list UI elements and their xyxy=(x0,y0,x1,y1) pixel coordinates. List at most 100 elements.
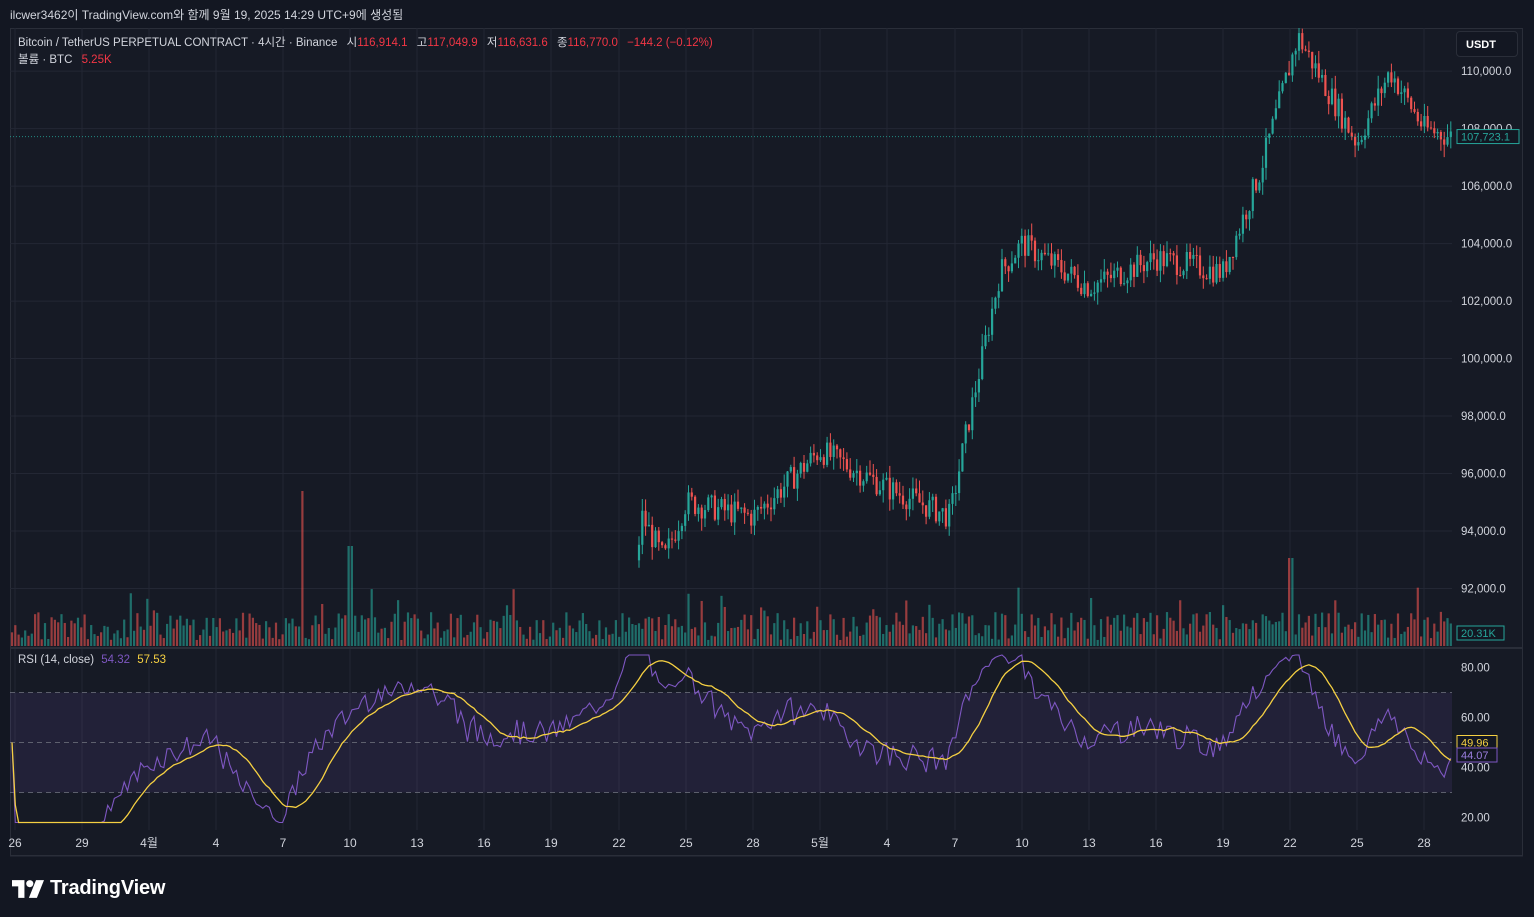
y-tick-label: 100,000.0 xyxy=(1461,354,1512,366)
volume-bar xyxy=(961,613,964,646)
candle-body xyxy=(1086,283,1089,297)
volume-bar xyxy=(304,637,307,646)
candle-body xyxy=(802,462,806,472)
volume-bar xyxy=(469,631,472,646)
candle-body xyxy=(727,504,730,511)
volume-label[interactable]: 볼륨 · BTC xyxy=(18,54,73,66)
rsi-y-tick-label: 40.00 xyxy=(1461,763,1490,775)
volume-bar xyxy=(578,620,581,646)
candle-body xyxy=(1264,137,1268,168)
candle-body xyxy=(1208,266,1211,279)
volume-bar xyxy=(410,618,413,646)
volume-bar xyxy=(631,624,634,646)
candle-body xyxy=(1010,263,1013,272)
volume-bar xyxy=(538,633,542,646)
rsi-label[interactable]: RSI (14, close) xyxy=(18,654,95,666)
volume-value: 5.25K xyxy=(81,54,112,66)
volume-bar xyxy=(189,625,192,646)
volume-bar xyxy=(964,623,967,646)
volume-bar xyxy=(1090,597,1093,646)
candle-body xyxy=(1357,142,1360,146)
volume-bar xyxy=(1403,631,1406,646)
candle-body xyxy=(981,346,984,380)
candle-body xyxy=(961,443,964,472)
currency-button[interactable]: USDT xyxy=(1456,31,1518,57)
candle-body xyxy=(1139,254,1142,266)
volume-bar xyxy=(413,614,416,646)
volume-bar xyxy=(826,630,829,646)
volume-bar xyxy=(971,615,974,646)
tradingview-logo[interactable]: TradingView xyxy=(12,877,165,900)
volume-bar xyxy=(387,638,390,646)
candle-body xyxy=(868,472,872,475)
candle-body xyxy=(1429,127,1433,129)
volume-bar xyxy=(1238,629,1241,646)
volume-bar xyxy=(1274,621,1277,646)
volume-bar xyxy=(1066,627,1070,646)
volume-bar xyxy=(819,620,822,646)
y-tick-label: 96,000.0 xyxy=(1461,469,1506,481)
volume-bar xyxy=(1162,628,1165,646)
volume-bar xyxy=(1248,629,1251,646)
candle-body xyxy=(684,514,687,526)
volume-bar xyxy=(1317,626,1320,646)
last-price-tag xyxy=(1456,129,1520,145)
volume-bar xyxy=(1255,622,1258,646)
volume-bar xyxy=(1314,613,1317,646)
x-tick-label: 10 xyxy=(343,836,357,850)
volume-bar xyxy=(608,634,611,646)
volume-bar xyxy=(20,637,23,646)
volume-bar xyxy=(948,630,951,646)
y-tick-label: 98,000.0 xyxy=(1461,411,1506,423)
volume-bar xyxy=(915,626,918,646)
volume-bar xyxy=(383,627,386,646)
candle-body xyxy=(1231,256,1235,258)
volume-bar xyxy=(680,625,683,646)
candle-body xyxy=(1274,108,1277,119)
volume-bar xyxy=(80,627,83,646)
candle-body xyxy=(892,482,895,500)
volume-bar xyxy=(816,606,819,646)
volume-bar xyxy=(1106,616,1109,646)
candle-body xyxy=(760,506,763,509)
volume-bar xyxy=(34,614,37,646)
candle-body xyxy=(1403,88,1406,93)
volume-bar xyxy=(571,628,575,646)
volume-bar xyxy=(281,634,284,646)
volume-bar xyxy=(172,628,175,646)
volume-bar xyxy=(67,636,70,646)
volume-bar xyxy=(931,617,934,646)
volume-bar xyxy=(182,625,185,646)
x-tick-label: 26 xyxy=(8,836,22,850)
volume-bar xyxy=(789,639,792,646)
candle-body xyxy=(1317,63,1320,78)
volume-bar xyxy=(598,620,601,646)
volume-bar xyxy=(40,639,43,646)
candle-body xyxy=(1037,260,1040,262)
volume-bar xyxy=(496,621,499,646)
candle-body xyxy=(1235,235,1238,258)
chart-canvas[interactable]: 26 29 4월 4 7 10 13 16 19 22 25 28 5월 4 7 10 13 16 19 22 25 28… xyxy=(0,28,1534,858)
volume-bar xyxy=(941,619,944,646)
volume-bar xyxy=(987,625,990,646)
volume-bar xyxy=(390,621,393,646)
volume-bar xyxy=(284,618,287,646)
symbol-title[interactable]: Bitcoin / TetherUS PERPETUAL CONTRACT · … xyxy=(18,37,338,49)
candle-body xyxy=(1363,135,1367,140)
volume-bar xyxy=(1070,612,1073,646)
volume-bar xyxy=(159,634,162,646)
volume-bar xyxy=(776,613,779,646)
volume-bar xyxy=(895,612,898,646)
volume-bar xyxy=(492,620,495,646)
volume-bar xyxy=(1363,630,1367,646)
x-tick-label: 22 xyxy=(1283,836,1297,850)
volume-bar xyxy=(505,605,509,646)
candle-body xyxy=(1330,88,1334,105)
volume-bar xyxy=(294,626,297,646)
volume-bar xyxy=(1086,638,1089,646)
candle-body xyxy=(1261,167,1264,183)
volume-bar xyxy=(1047,630,1050,646)
candle-body xyxy=(908,498,911,510)
volume-bar xyxy=(60,614,63,646)
volume-bar xyxy=(905,600,908,646)
